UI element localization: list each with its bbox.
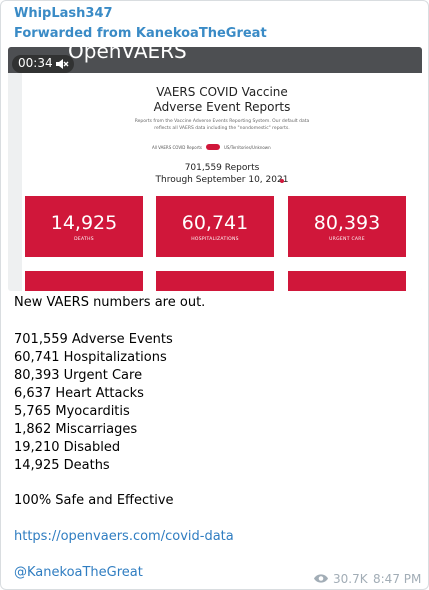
duration-badge: 00:34	[12, 55, 74, 73]
stat-box	[25, 271, 143, 291]
video-title: Adverse Event Reports	[153, 100, 291, 114]
stat-label: DEATHS	[74, 237, 94, 242]
message-text: 60,741 Hospitalizations	[14, 350, 167, 365]
video-top-bar: OpenVAERS	[8, 47, 422, 73]
stat-box	[156, 271, 274, 291]
stat-box: 60,741 HOSPITALIZATIONS	[156, 196, 274, 257]
message-text: 5,765 Myocarditis	[14, 404, 130, 419]
timestamp: 8:47 PM	[373, 572, 422, 586]
video[interactable]: OpenVAERS VAERS COVID Vaccine Adverse Ev…	[8, 47, 422, 291]
dot	[280, 179, 284, 183]
link[interactable]: https://openvaers.com/covid-data	[14, 529, 234, 544]
stat-value: 80,393	[313, 212, 381, 234]
stat-label: URGENT CARE	[329, 237, 365, 242]
video-description: Reports from the Vaccine Adverse Events …	[134, 119, 310, 124]
message-text: 19,210 Disabled	[14, 440, 121, 455]
report-date: Through September 10, 2021	[155, 175, 289, 185]
mute-icon[interactable]	[55, 58, 69, 70]
video-description: reflects all VAERS data including the "n…	[154, 126, 290, 131]
stat-box: 14,925 DEATHS	[25, 196, 143, 257]
message-text: 80,393 Urgent Care	[14, 368, 143, 383]
toggle-label: All VAERS COVID Reports	[151, 145, 202, 150]
message-text: 14,925 Deaths	[14, 458, 110, 473]
duration: 00:34	[18, 56, 53, 70]
stat-label: HOSPITALIZATIONS	[191, 237, 239, 242]
views-icon	[314, 574, 328, 583]
site-name: OpenVAERS	[68, 47, 187, 63]
toggle	[206, 144, 220, 150]
message-text: New VAERS numbers are out.	[14, 295, 206, 310]
message-text: 100% Safe and Effective	[14, 493, 174, 508]
message-text: 701,559 Adverse Events	[14, 332, 173, 347]
forwarded-from[interactable]: Forwarded from KanekoaTheGreat	[14, 26, 267, 41]
mention[interactable]: @KanekoaTheGreat	[14, 565, 143, 580]
stat-value: 60,741	[181, 212, 249, 234]
stat-box	[288, 271, 406, 291]
video-title: VAERS COVID Vaccine	[156, 85, 288, 99]
stat-box: 80,393 URGENT CARE	[288, 196, 406, 257]
toggle-label: US/Territories/Unknown	[224, 145, 271, 150]
report-count: 701,559 Reports	[184, 163, 260, 173]
video-frame: VAERS COVID Vaccine Adverse Event Report…	[22, 73, 422, 291]
view-count: 30.7K	[333, 572, 368, 586]
message-text: 6,637 Heart Attacks	[14, 386, 144, 401]
message-text: 1,862 Miscarriages	[14, 422, 138, 437]
stat-value: 14,925	[50, 212, 118, 234]
sender-name[interactable]: WhipLash347	[14, 6, 113, 21]
